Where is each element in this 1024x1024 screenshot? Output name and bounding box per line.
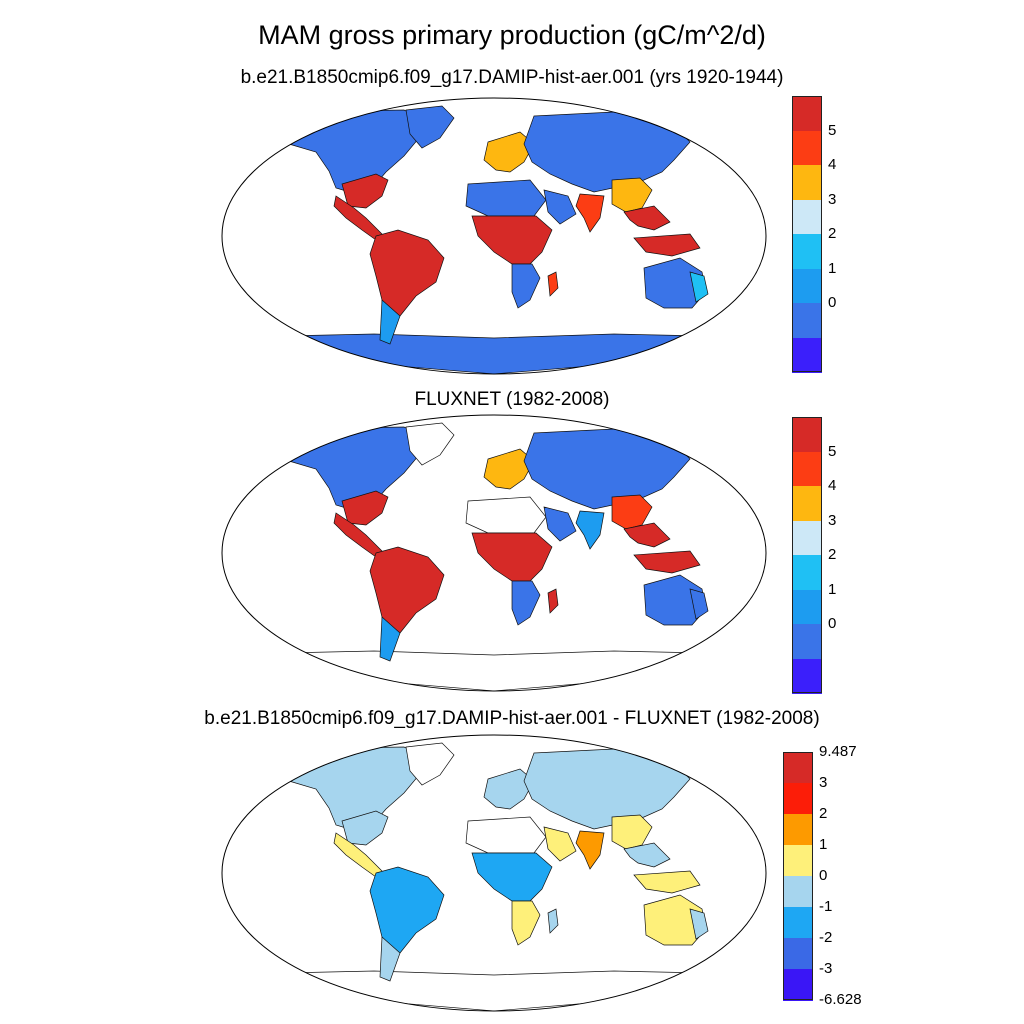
- map-border: [221, 97, 767, 375]
- colorbar-tick-label: 3: [828, 190, 837, 208]
- region-arabia: [543, 189, 577, 225]
- colorbar-swatch: [783, 752, 813, 784]
- region-india: [575, 510, 605, 550]
- region-china-east: [611, 494, 653, 530]
- colorbar-swatch: [792, 417, 822, 452]
- colorbar-tick-label: 2: [828, 225, 837, 242]
- colorbar-swatch: [783, 845, 813, 877]
- colorbar-swatch: [792, 165, 822, 200]
- colorbar-swatch: [792, 624, 822, 659]
- map-border: [221, 734, 767, 1012]
- region-india: [575, 830, 605, 870]
- region-south-africa: [511, 263, 541, 309]
- panel-2-colorbar: 5 4 3 2 1 0: [792, 417, 836, 694]
- region-india: [575, 193, 605, 233]
- colorbar-swatch: [783, 907, 813, 939]
- colorbar-tick-label: 3: [819, 774, 828, 791]
- colorbar-frame: [792, 96, 822, 372]
- colorbar-swatch: [792, 199, 822, 235]
- colorbar-swatch: [783, 876, 813, 908]
- colorbar-swatch: [792, 520, 822, 556]
- colorbar-swatch: [792, 589, 822, 625]
- colorbar-swatch: [792, 234, 822, 269]
- colorbar-swatch: [792, 555, 822, 590]
- colorbar-swatch: [783, 938, 813, 970]
- region-europe: [483, 448, 535, 490]
- region-patagonia: [379, 299, 401, 345]
- region-se-asia: [623, 205, 671, 231]
- region-indonesia: [633, 233, 701, 257]
- panel-1-colorbar: 5 4 3 2 1 0: [792, 96, 836, 373]
- colorbar-frame: [783, 752, 813, 1000]
- panel-2-subtitle: FLUXNET (1982-2008): [414, 389, 610, 410]
- region-greenland: [405, 742, 455, 786]
- colorbar-tick-label: 9.487: [819, 743, 857, 760]
- colorbar-tick-label: 3: [828, 511, 837, 529]
- panel-1-subtitle: b.e21.B1850cmip6.f09_g17.DAMIP-hist-aer.…: [240, 67, 784, 88]
- region-se-asia: [623, 522, 671, 548]
- colorbar-tick-label: 2: [819, 805, 828, 822]
- panel-3-subtitle: b.e21.B1850cmip6.f09_g17.DAMIP-hist-aer.…: [204, 708, 820, 729]
- colorbar-tick-label: -1: [819, 898, 833, 915]
- region-south-africa: [511, 900, 541, 946]
- colorbar-tick-label: 5: [828, 121, 837, 139]
- region-arabia: [543, 506, 577, 542]
- colorbar-tick-label: 1: [828, 580, 837, 598]
- region-australia-east: [689, 271, 709, 303]
- region-antarctica: [264, 970, 724, 1011]
- map-border: [221, 414, 767, 692]
- colorbar-tick-label: -3: [819, 960, 833, 977]
- colorbar-swatch: [783, 783, 813, 815]
- region-patagonia: [379, 616, 401, 662]
- colorbar-tick-label: -2: [819, 929, 833, 946]
- region-australia-east: [689, 588, 709, 620]
- colorbar-tick-label: 2: [828, 546, 837, 563]
- region-europe: [483, 131, 535, 173]
- region-australia-east: [689, 908, 709, 940]
- colorbar-tick-label: 0: [819, 867, 828, 884]
- colorbar-swatch: [792, 303, 822, 338]
- colorbar-swatch: [792, 451, 822, 487]
- region-patagonia: [379, 936, 401, 982]
- region-madagascar: [547, 588, 559, 614]
- region-greenland: [405, 422, 455, 466]
- region-europe: [483, 768, 535, 810]
- colorbar-swatch: [783, 969, 813, 1001]
- colorbar-tick-label: 4: [828, 156, 837, 173]
- region-africa-tropics: [471, 852, 553, 902]
- region-madagascar: [547, 271, 559, 297]
- region-greenland: [405, 105, 455, 149]
- colorbar-tick-label: 1: [828, 259, 837, 277]
- region-sahara: [465, 816, 547, 854]
- region-china-east: [611, 177, 653, 213]
- colorbar-tick-label: 0: [828, 294, 837, 311]
- colorbar-frame: [792, 417, 822, 693]
- colorbar-swatch: [792, 337, 822, 373]
- colorbar-tick-label: 4: [828, 477, 837, 494]
- region-se-asia: [623, 842, 671, 868]
- colorbar-tick-label: -6.628: [819, 991, 862, 1008]
- region-south-africa: [511, 580, 541, 626]
- colorbar-swatch: [792, 96, 822, 131]
- region-indonesia: [633, 550, 701, 574]
- colorbar-swatch: [783, 814, 813, 846]
- region-arabia: [543, 826, 577, 862]
- colorbar-tick-label: 0: [828, 615, 837, 632]
- region-china-east: [611, 814, 653, 850]
- colorbar-swatch: [792, 486, 822, 521]
- colorbar-swatch: [792, 130, 822, 166]
- region-madagascar: [547, 908, 559, 934]
- region-asia: [523, 748, 691, 830]
- colorbar-swatch: [792, 658, 822, 694]
- figure-title: MAM gross primary production (gC/m^2/d): [258, 20, 766, 50]
- colorbar-swatch: [792, 268, 822, 304]
- colorbar-tick-label: 1: [819, 836, 828, 853]
- panel-3-colorbar: 9.487 3 2 1 0 -1 -2 -3 -6.628: [783, 743, 862, 1008]
- region-indonesia: [633, 870, 701, 894]
- colorbar-tick-label: 5: [828, 442, 837, 460]
